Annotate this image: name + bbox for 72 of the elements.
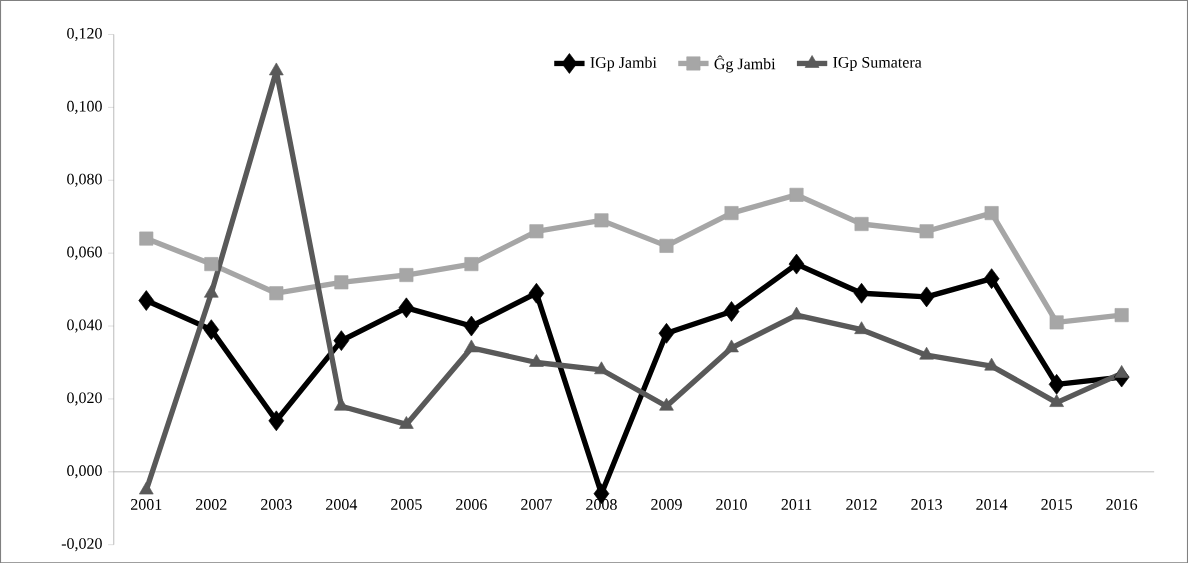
point xyxy=(983,268,1000,289)
point xyxy=(984,357,999,371)
x-tick-label: 2007 xyxy=(521,498,552,510)
x-tick-label: 2008 xyxy=(586,498,617,510)
y-tick-label: 0,000 xyxy=(67,465,102,479)
point xyxy=(919,346,934,360)
point xyxy=(1049,315,1064,330)
point xyxy=(268,410,285,432)
point xyxy=(594,361,609,374)
y-tick-label: 0,020 xyxy=(67,392,102,406)
point xyxy=(789,187,804,202)
x-tick-label: 2001 xyxy=(131,498,162,510)
point xyxy=(854,216,869,231)
point xyxy=(854,321,869,334)
legend-label: Ĝg Jambi xyxy=(714,55,776,73)
point xyxy=(269,286,284,301)
point xyxy=(723,301,740,322)
x-tick-label: 2012 xyxy=(846,498,877,510)
point xyxy=(203,319,220,340)
point xyxy=(1049,394,1064,407)
point xyxy=(788,253,805,275)
point xyxy=(138,290,155,311)
x-tick-label: 2015 xyxy=(1041,498,1072,510)
point xyxy=(464,339,479,353)
legend-label: IGp Jambi xyxy=(590,56,657,72)
point xyxy=(1114,308,1129,322)
x-tick-label: 2009 xyxy=(651,498,682,510)
point xyxy=(594,213,609,228)
point xyxy=(204,256,219,271)
x-tick-label: 2016 xyxy=(1106,498,1138,510)
x-tick-label: 2011 xyxy=(781,498,812,510)
point xyxy=(334,397,349,411)
y-tick-label: 0,060 xyxy=(67,246,102,260)
point xyxy=(398,297,415,319)
y-tick-label: -0,020 xyxy=(61,538,102,552)
point xyxy=(658,322,675,344)
x-tick-label: 2005 xyxy=(391,498,422,510)
x-tick-label: 2013 xyxy=(911,498,942,510)
point xyxy=(659,238,674,253)
point xyxy=(139,481,154,495)
point xyxy=(918,286,935,308)
x-tick-label: 2006 xyxy=(456,498,487,510)
point xyxy=(399,267,414,282)
point xyxy=(789,306,804,320)
x-tick-label: 2004 xyxy=(326,498,358,510)
x-tick-label: 2010 xyxy=(716,498,747,510)
point xyxy=(529,224,544,239)
point xyxy=(464,256,479,271)
point xyxy=(529,354,544,367)
legend-label: IGp Sumatera xyxy=(833,56,922,71)
x-tick-label: 2014 xyxy=(976,498,1008,510)
point xyxy=(724,205,739,220)
point xyxy=(724,339,739,353)
point xyxy=(463,315,480,337)
point xyxy=(204,284,219,298)
point xyxy=(984,205,999,220)
point xyxy=(139,231,154,246)
point xyxy=(1048,373,1065,395)
y-tick-label: 0,120 xyxy=(67,27,102,41)
point xyxy=(334,275,349,290)
y-tick-label: 0,040 xyxy=(67,319,102,333)
y-tick-label: 0,080 xyxy=(67,173,102,187)
y-tick-label: 0,100 xyxy=(67,100,102,114)
point xyxy=(528,282,545,304)
point xyxy=(853,282,870,304)
point xyxy=(659,397,674,411)
point xyxy=(399,416,414,429)
x-tick-label: 2002 xyxy=(196,498,227,510)
point xyxy=(919,224,934,239)
point xyxy=(1114,364,1129,378)
x-tick-label: 2003 xyxy=(261,498,292,510)
point xyxy=(333,330,350,351)
